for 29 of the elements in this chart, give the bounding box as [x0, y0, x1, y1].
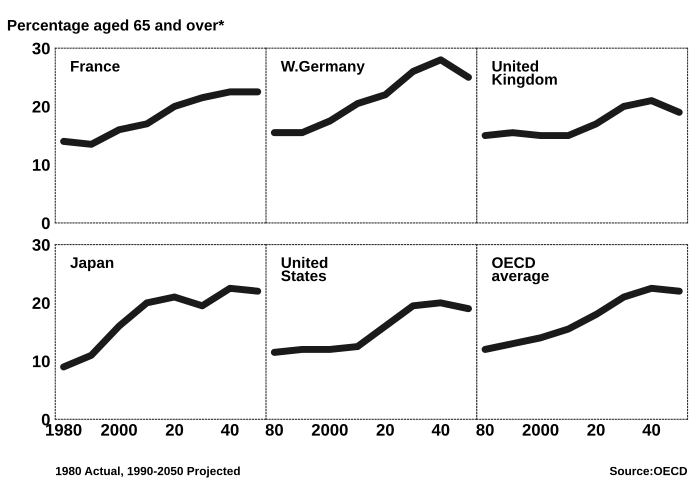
- x-tick-label: 20: [587, 424, 605, 436]
- x-tick-label: 20: [376, 424, 394, 436]
- x-tick-label: 2000: [522, 424, 558, 436]
- y-tick-label: 10: [32, 356, 50, 368]
- y-tick-label: 20: [32, 297, 50, 310]
- source-note: Source:OECD: [610, 466, 688, 476]
- x-tick-label: 40: [642, 424, 660, 436]
- x-tick-label: 80: [266, 424, 283, 436]
- y-tick-label: 30: [32, 239, 50, 251]
- text: 1980 Actual, 1990-2050 Projected: [56, 466, 240, 478]
- text: W.Germany: [280, 60, 365, 75]
- text: United States: [281, 256, 328, 282]
- x-tick-label: 80: [476, 424, 494, 436]
- x-tick-label: 20: [166, 424, 184, 436]
- x-tick-label: 40: [432, 424, 450, 436]
- y-tick-label: 20: [32, 100, 50, 113]
- x-tick-label: 40: [220, 424, 239, 436]
- y-axis-title: Percentage aged 65 and over*: [8, 19, 224, 34]
- text: OECD average: [492, 257, 549, 284]
- y-tick-label: 0: [42, 414, 50, 426]
- x-tick-label: 2000: [312, 424, 348, 436]
- y-tick-label: 10: [32, 159, 50, 171]
- text: United Kingdom: [492, 60, 557, 88]
- y-tick-label: 30: [32, 42, 50, 54]
- x-tick-label: 1980: [46, 424, 82, 436]
- text: Japan: [70, 257, 114, 272]
- x-tick-label: 2000: [101, 424, 137, 436]
- text: France: [71, 60, 120, 72]
- y-tick-label: 0: [42, 217, 50, 230]
